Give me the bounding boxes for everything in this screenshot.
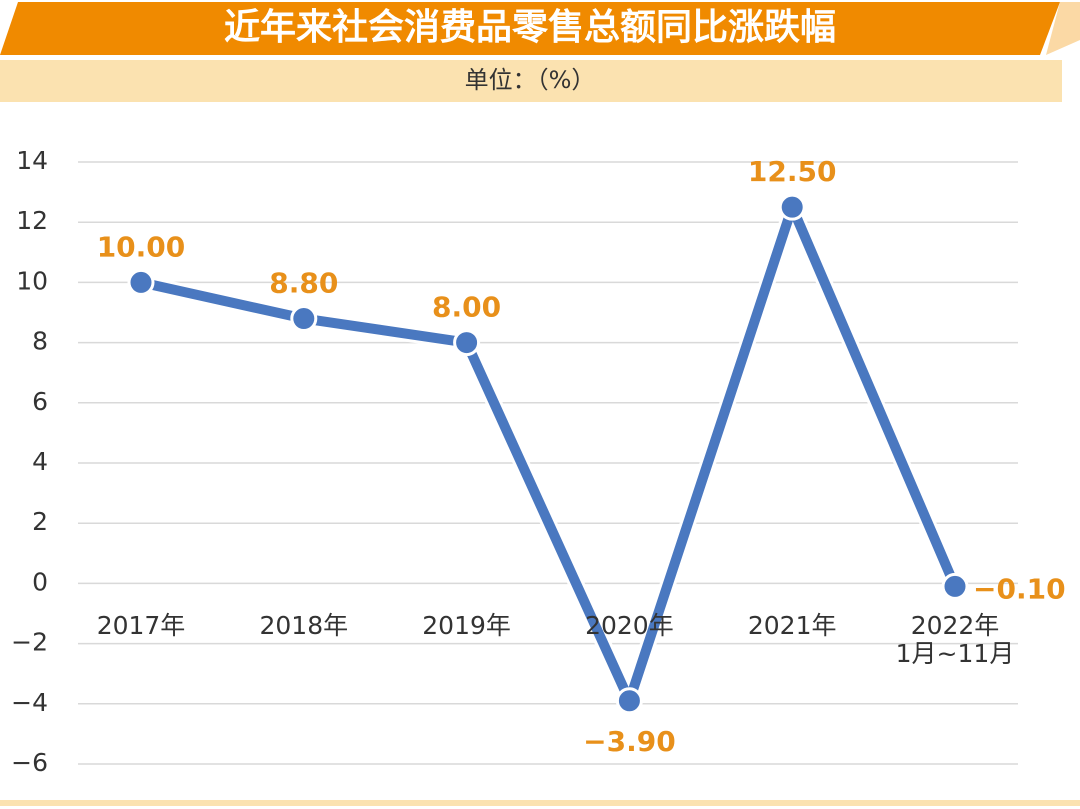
point — [127, 268, 155, 296]
y-tick-label: 2 — [32, 507, 48, 536]
data-label: 8.00 — [432, 291, 501, 324]
subtitle-bar — [0, 60, 1062, 102]
data-label: 10.00 — [97, 230, 186, 263]
point — [778, 193, 806, 221]
y-tick-label: −6 — [11, 748, 48, 777]
x-tick-label: 2018年 — [259, 611, 349, 640]
y-tick-label: 0 — [32, 567, 48, 596]
y-tick-label: 6 — [32, 387, 48, 416]
x-tick-label: 2022年 1月~11月 — [895, 611, 1015, 668]
y-tick-label: −2 — [11, 628, 48, 657]
data-label: 8.80 — [269, 267, 338, 300]
x-tick-label: 2017年 — [96, 611, 186, 640]
y-tick-label: −4 — [11, 688, 48, 717]
x-tick-label: 2020年 — [585, 611, 674, 640]
data-label: −3.90 — [583, 725, 676, 758]
chart-title: 近年来社会消费品零售总额同比涨跌幅 — [224, 7, 836, 48]
point — [941, 572, 969, 600]
y-tick-label: 8 — [32, 327, 48, 356]
y-tick-label: 12 — [16, 206, 48, 235]
point — [290, 305, 318, 333]
y-tick-label: 10 — [16, 266, 48, 295]
chart-subtitle: 单位：（%） — [465, 66, 596, 94]
y-tick-label: 14 — [16, 146, 48, 175]
data-label: 12.50 — [748, 155, 837, 188]
point — [453, 329, 481, 357]
y-tick-label: 4 — [32, 447, 48, 476]
title-bar — [0, 2, 1060, 55]
bottom-bar — [0, 800, 1080, 806]
x-tick-label: 2021年 — [747, 611, 837, 640]
line — [139, 202, 960, 706]
point — [615, 687, 643, 715]
x-tick-label: 2019年 — [422, 611, 511, 640]
title-bar-edge — [1046, 2, 1080, 55]
data-label: −0.10 — [973, 572, 1066, 605]
